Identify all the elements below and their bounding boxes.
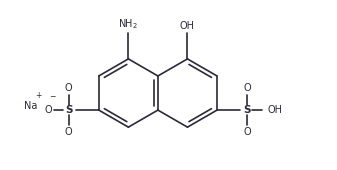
Text: O: O [65,127,72,137]
Text: S: S [244,105,251,115]
Text: O: O [243,127,251,137]
Text: S: S [65,105,72,115]
Text: OH: OH [180,21,195,31]
Text: O: O [44,105,52,115]
Text: +: + [36,91,42,100]
Text: Na: Na [24,101,37,111]
Text: O: O [243,83,251,93]
Text: −: − [49,92,55,101]
Text: NH$_2$: NH$_2$ [118,18,138,31]
Text: O: O [65,83,72,93]
Text: OH: OH [267,105,282,115]
